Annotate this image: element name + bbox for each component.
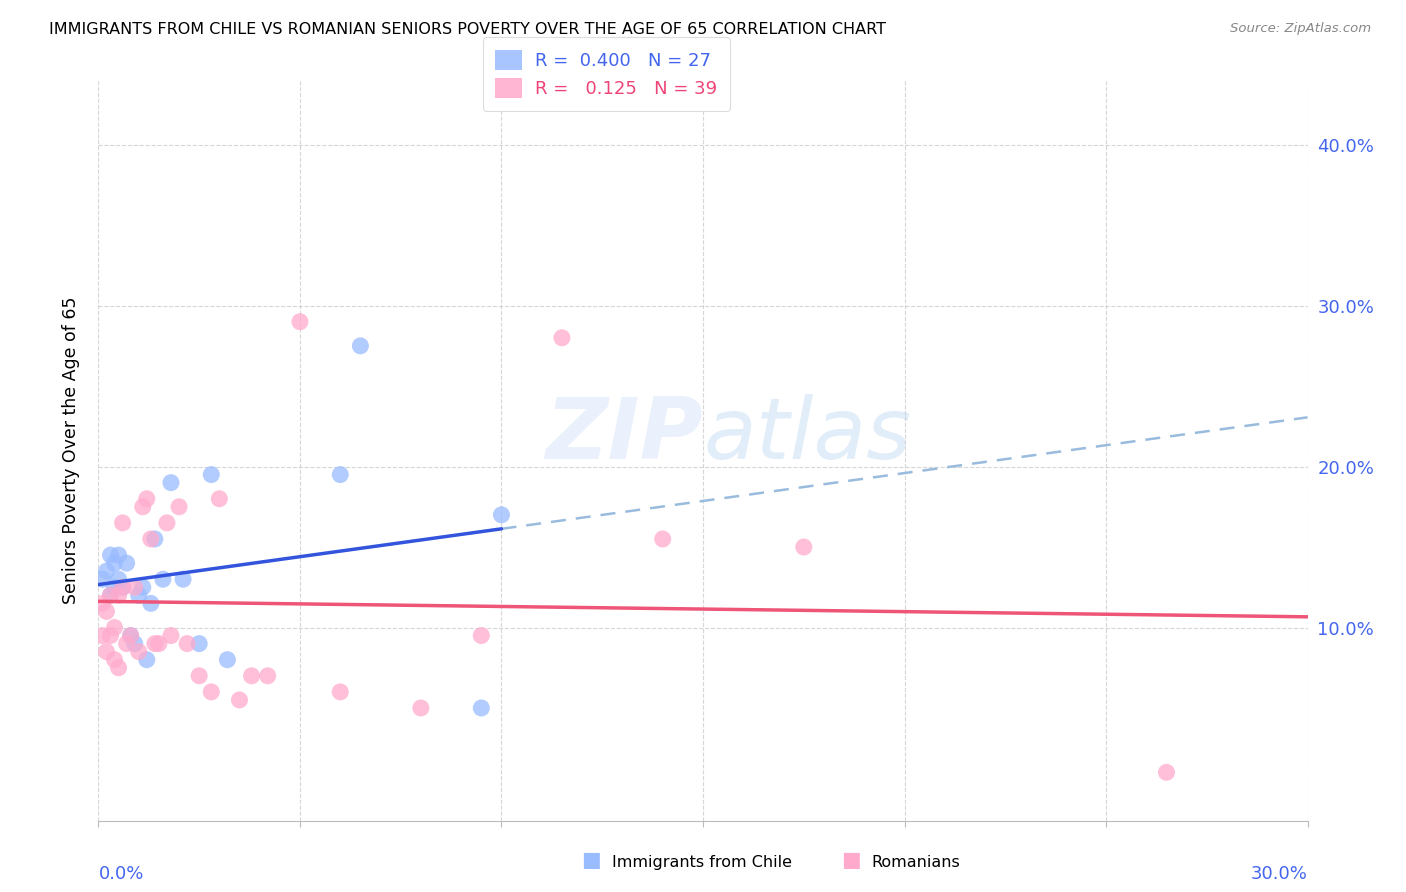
Point bbox=[1156, 765, 1178, 780]
Point bbox=[107, 572, 129, 586]
Point bbox=[160, 475, 183, 490]
Point bbox=[132, 580, 155, 594]
Point bbox=[551, 331, 574, 345]
Point bbox=[148, 637, 170, 651]
Point bbox=[128, 645, 150, 659]
Point bbox=[329, 467, 352, 482]
Point bbox=[120, 628, 142, 642]
Text: Immigrants from Chile: Immigrants from Chile bbox=[612, 855, 792, 870]
Point bbox=[200, 467, 222, 482]
Text: Romanians: Romanians bbox=[872, 855, 960, 870]
Point bbox=[107, 588, 129, 602]
Point bbox=[103, 556, 125, 570]
Text: 30.0%: 30.0% bbox=[1251, 865, 1308, 883]
Point bbox=[160, 628, 183, 642]
Point bbox=[120, 628, 142, 642]
Point bbox=[115, 637, 138, 651]
Text: atlas: atlas bbox=[703, 394, 911, 477]
Point bbox=[135, 653, 157, 667]
Point bbox=[240, 669, 263, 683]
Point bbox=[470, 701, 492, 715]
Point bbox=[103, 580, 125, 594]
Y-axis label: Seniors Poverty Over the Age of 65: Seniors Poverty Over the Age of 65 bbox=[62, 297, 80, 604]
Point bbox=[167, 500, 190, 514]
Point bbox=[329, 685, 352, 699]
Point bbox=[100, 628, 122, 642]
Point bbox=[152, 572, 174, 586]
Point bbox=[200, 685, 222, 699]
Point bbox=[96, 564, 118, 578]
Point bbox=[100, 588, 122, 602]
Text: IMMIGRANTS FROM CHILE VS ROMANIAN SENIORS POVERTY OVER THE AGE OF 65 CORRELATION: IMMIGRANTS FROM CHILE VS ROMANIAN SENIOR… bbox=[49, 22, 886, 37]
Text: ZIP: ZIP bbox=[546, 394, 703, 477]
Point bbox=[135, 491, 157, 506]
Point bbox=[256, 669, 278, 683]
Point bbox=[172, 572, 194, 586]
Point bbox=[491, 508, 513, 522]
Point bbox=[793, 540, 815, 554]
Legend: R =  0.400   N = 27, R =   0.125   N = 39: R = 0.400 N = 27, R = 0.125 N = 39 bbox=[482, 37, 730, 111]
Point bbox=[111, 516, 134, 530]
Text: 0.0%: 0.0% bbox=[98, 865, 143, 883]
Point bbox=[128, 588, 150, 602]
Point bbox=[139, 532, 162, 546]
Point bbox=[96, 604, 118, 618]
Point bbox=[91, 628, 114, 642]
Point bbox=[91, 596, 114, 610]
Point bbox=[188, 669, 211, 683]
Point bbox=[409, 701, 432, 715]
Point bbox=[103, 620, 125, 634]
Point bbox=[176, 637, 198, 651]
Point bbox=[470, 628, 492, 642]
Point bbox=[124, 637, 146, 651]
Text: Source: ZipAtlas.com: Source: ZipAtlas.com bbox=[1230, 22, 1371, 36]
Point bbox=[111, 580, 134, 594]
Point bbox=[288, 315, 311, 329]
Point bbox=[228, 693, 250, 707]
Point bbox=[208, 491, 231, 506]
Point bbox=[124, 580, 146, 594]
Point bbox=[107, 548, 129, 562]
Point bbox=[349, 339, 371, 353]
Point bbox=[91, 572, 114, 586]
Point bbox=[107, 661, 129, 675]
Point bbox=[111, 580, 134, 594]
Point bbox=[115, 556, 138, 570]
Point bbox=[139, 596, 162, 610]
Point bbox=[103, 653, 125, 667]
Point bbox=[143, 532, 166, 546]
Text: ■: ■ bbox=[841, 850, 860, 870]
Point bbox=[188, 637, 211, 651]
Point bbox=[217, 653, 239, 667]
Point bbox=[100, 548, 122, 562]
Point bbox=[156, 516, 179, 530]
Text: ■: ■ bbox=[581, 850, 600, 870]
Point bbox=[651, 532, 673, 546]
Point bbox=[132, 500, 155, 514]
Point bbox=[100, 588, 122, 602]
Point bbox=[96, 645, 118, 659]
Point bbox=[143, 637, 166, 651]
